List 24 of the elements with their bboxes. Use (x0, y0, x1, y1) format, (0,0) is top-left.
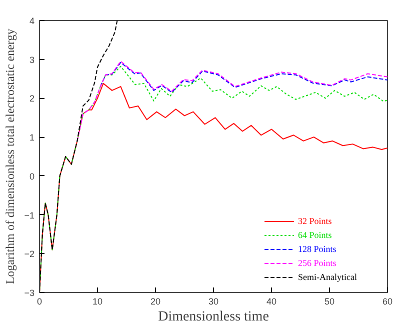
y-tick-label: 4 (29, 16, 35, 26)
y-tick-label: 1 (29, 132, 35, 143)
x-tick-label: 20 (150, 296, 161, 306)
y-tick-label: 3 (29, 54, 35, 65)
y-tick-label: −3 (24, 288, 35, 298)
x-tick-label: 60 (382, 296, 393, 306)
legend-label: 32 Points (298, 216, 332, 226)
y-axis-title: Logarithm of dimensionless total electrostatic energy (3, 28, 18, 284)
x-tick-label: 0 (36, 296, 42, 306)
legend-label: Semi-Analytical (298, 272, 357, 282)
line-series (76, 60, 388, 142)
x-axis-title: Dimensionless time (158, 310, 269, 324)
x-tick-label: 40 (266, 296, 277, 306)
line-series (100, 62, 388, 93)
x-tick-label: 10 (92, 296, 103, 306)
legend-label: 128 Points (298, 244, 336, 254)
y-tick-label: −1 (24, 210, 35, 220)
y-tick-label: 2 (29, 94, 35, 104)
legend-label: 256 Points (298, 258, 336, 268)
y-tick-label: −2 (24, 249, 35, 260)
y-tick-label: 0 (29, 171, 35, 182)
x-tick-label: 50 (324, 296, 335, 306)
x-tick-label: 30 (208, 296, 219, 306)
legend-label: 64 Points (298, 230, 332, 240)
